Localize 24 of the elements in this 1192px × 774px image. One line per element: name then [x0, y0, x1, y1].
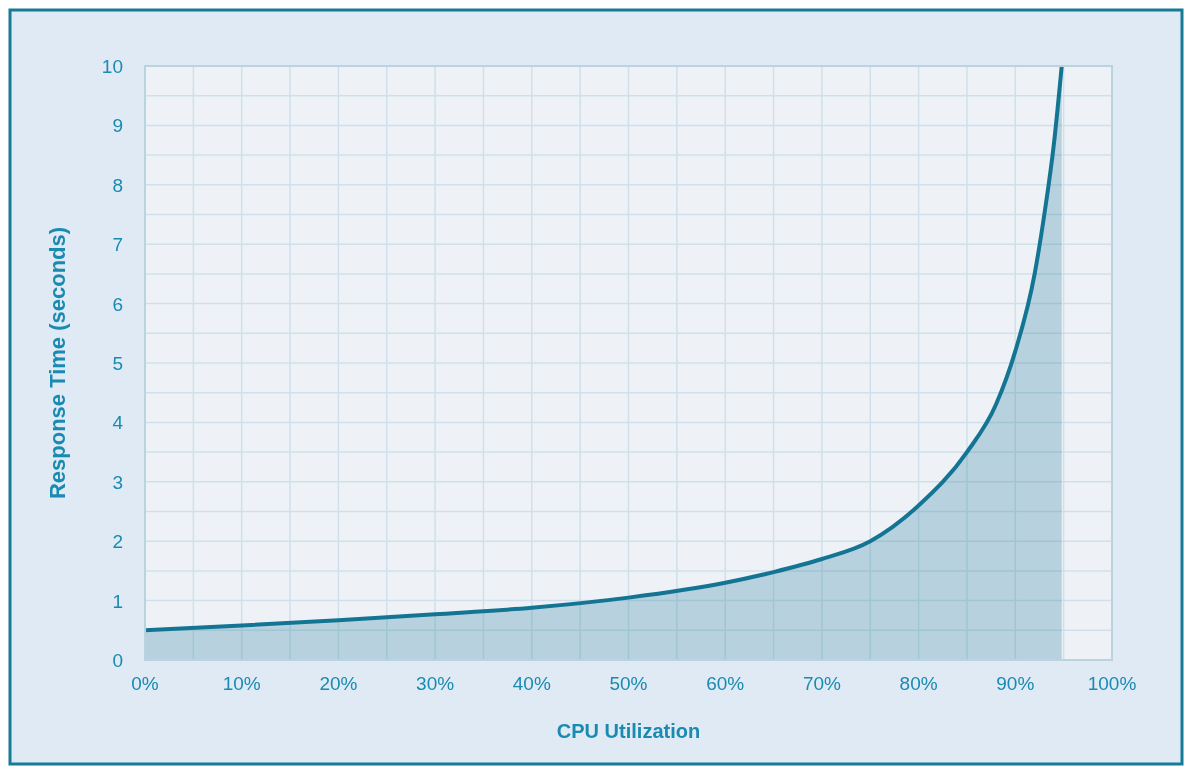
x-axis-title: CPU Utilization [556, 720, 701, 742]
y-tick-label: 2 [112, 531, 123, 553]
y-tick-label: 7 [112, 234, 123, 256]
y-axis-title: Response Time (seconds) [45, 226, 70, 500]
y-tick-label: 5 [112, 353, 123, 374]
x-tick-label: 80% [899, 673, 938, 694]
x-tick-label: 0% [131, 673, 159, 694]
x-tick-label: 40% [512, 673, 551, 694]
y-tick-label: 6 [112, 293, 123, 315]
y-tick-label: 8 [112, 174, 123, 196]
y-tick-label: 1 [112, 590, 123, 612]
x-tick-label: 20% [319, 673, 358, 694]
y-tick-label: 0 [112, 650, 123, 671]
x-tick-label: 90% [996, 673, 1035, 694]
y-tick-label: 9 [112, 115, 123, 137]
x-tick-label: 70% [802, 673, 842, 694]
x-tick-label: 60% [706, 673, 745, 694]
x-tick-label: 10% [222, 673, 261, 694]
x-tick-label: 30% [416, 673, 455, 694]
x-tick-label: 100% [1087, 673, 1137, 694]
y-tick-label: 3 [112, 471, 123, 493]
y-tick-label: 4 [112, 412, 124, 434]
x-tick-label: 50% [609, 673, 648, 694]
y-tick-label: 10 [101, 56, 123, 77]
